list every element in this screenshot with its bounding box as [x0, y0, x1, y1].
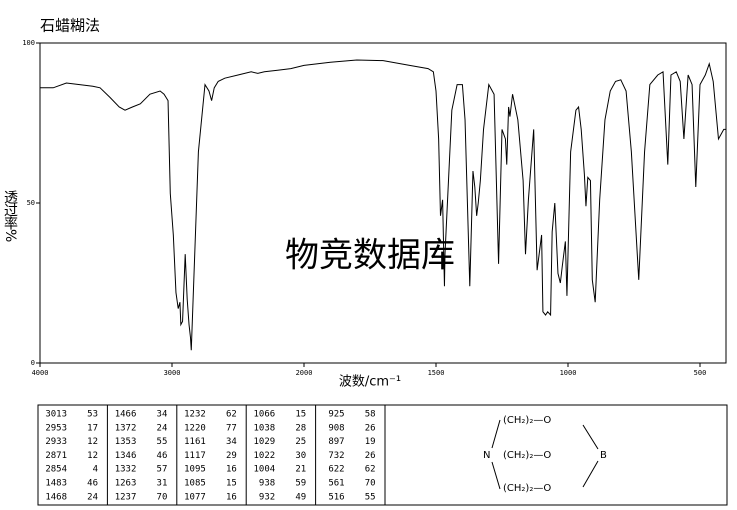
- x-axis-label: 波数/cm⁻¹: [339, 375, 401, 390]
- y-axis-label: 透过率%: [2, 190, 18, 242]
- peak-wavenumber: 3013: [45, 410, 67, 420]
- peak-transmittance: 26: [365, 423, 376, 433]
- peak-transmittance: 12: [87, 437, 98, 447]
- x-tick-label: 1500: [428, 369, 445, 377]
- peak-transmittance: 53: [87, 410, 98, 420]
- peak-transmittance: 70: [157, 492, 168, 502]
- x-tick-label: 500: [694, 369, 707, 377]
- peak-transmittance: 55: [157, 437, 168, 447]
- peak-transmittance: 62: [365, 465, 376, 475]
- peak-wavenumber: 1232: [184, 410, 206, 420]
- peak-wavenumber: 1085: [184, 479, 206, 489]
- peak-transmittance: 46: [87, 479, 98, 489]
- peak-transmittance: 77: [226, 423, 237, 433]
- peak-transmittance: 55: [365, 492, 376, 502]
- peak-transmittance: 17: [87, 423, 98, 433]
- peak-wavenumber: 1038: [254, 423, 276, 433]
- peak-transmittance: 70: [365, 479, 376, 489]
- spectrum-line: [40, 59, 727, 351]
- x-tick-label: 3000: [164, 369, 181, 377]
- structure-atom: N: [483, 450, 490, 461]
- y-tick-label: 0: [31, 359, 35, 367]
- plot-frame: [39, 42, 727, 364]
- peak-wavenumber: 1095: [184, 465, 206, 475]
- peak-wavenumber: 938: [259, 479, 275, 489]
- structure-atom: B: [600, 450, 607, 461]
- peak-wavenumber: 1220: [184, 423, 206, 433]
- x-tick-label: 4000: [32, 369, 49, 377]
- watermark: 物竞数据库: [285, 236, 455, 276]
- peak-wavenumber: 516: [328, 492, 344, 502]
- peak-wavenumber: 2933: [45, 437, 67, 447]
- peak-transmittance: 19: [365, 437, 376, 447]
- peak-wavenumber: 2871: [45, 451, 67, 461]
- peak-wavenumber: 732: [328, 451, 344, 461]
- peak-transmittance: 57: [157, 465, 168, 475]
- peak-transmittance: 49: [295, 492, 306, 502]
- peak-wavenumber: 932: [259, 492, 275, 502]
- peak-wavenumber: 1468: [45, 492, 67, 502]
- peak-transmittance: 24: [157, 423, 168, 433]
- peak-transmittance: 46: [157, 451, 168, 461]
- peak-wavenumber: 2953: [45, 423, 67, 433]
- peak-wavenumber: 1346: [115, 451, 137, 461]
- peak-wavenumber: 1077: [184, 492, 206, 502]
- peak-transmittance: 30: [295, 451, 306, 461]
- peak-wavenumber: 1332: [115, 465, 137, 475]
- peak-wavenumber: 1161: [184, 437, 206, 447]
- peak-transmittance: 59: [295, 479, 306, 489]
- peak-transmittance: 16: [226, 492, 237, 502]
- peak-transmittance: 28: [295, 423, 306, 433]
- peak-wavenumber: 1353: [115, 437, 137, 447]
- peak-table-frame: [37, 404, 728, 506]
- peak-wavenumber: 622: [328, 465, 344, 475]
- bond-lines: [491, 419, 599, 490]
- peak-transmittance: 16: [226, 465, 237, 475]
- peak-transmittance: 62: [226, 410, 237, 420]
- peak-wavenumber: 1029: [254, 437, 276, 447]
- structure-group: (CH₂)₂—O: [503, 415, 551, 426]
- peak-wavenumber: 2854: [45, 465, 67, 475]
- peak-wavenumber: 908: [328, 423, 344, 433]
- peak-wavenumber: 1066: [254, 410, 276, 420]
- peak-transmittance: 29: [226, 451, 237, 461]
- peak-wavenumber: 1022: [254, 451, 276, 461]
- peak-wavenumber: 897: [328, 437, 344, 447]
- peak-wavenumber: 1263: [115, 479, 137, 489]
- chart-title: 石蜡糊法: [40, 17, 100, 35]
- peak-wavenumber: 1483: [45, 479, 67, 489]
- x-tick-label: 1000: [560, 369, 577, 377]
- peak-transmittance: 15: [226, 479, 237, 489]
- peak-transmittance: 12: [87, 451, 98, 461]
- y-tick-label: 50: [27, 199, 35, 207]
- peak-wavenumber: 1004: [254, 465, 276, 475]
- peak-transmittance: 58: [365, 410, 376, 420]
- peak-wavenumber: 561: [328, 479, 344, 489]
- peak-transmittance: 15: [295, 410, 306, 420]
- peak-transmittance: 34: [226, 437, 237, 447]
- structure-group: (CH₂)₂—O: [503, 483, 551, 494]
- peak-transmittance: 24: [87, 492, 98, 502]
- peak-wavenumber: 925: [328, 410, 344, 420]
- peak-transmittance: 4: [93, 465, 98, 475]
- peak-transmittance: 34: [157, 410, 168, 420]
- peak-transmittance: 21: [295, 465, 306, 475]
- y-tick-label: 100: [22, 39, 35, 47]
- structure-group: (CH₂)₂—O: [503, 450, 551, 461]
- x-tick-label: 2000: [296, 369, 313, 377]
- peak-wavenumber: 1466: [115, 410, 137, 420]
- peak-wavenumber: 1117: [184, 451, 206, 461]
- structure-bonds: [491, 419, 599, 490]
- peak-wavenumber: 1372: [115, 423, 137, 433]
- peak-transmittance: 26: [365, 451, 376, 461]
- peak-transmittance: 25: [295, 437, 306, 447]
- peak-wavenumber: 1237: [115, 492, 137, 502]
- peak-transmittance: 31: [157, 479, 168, 489]
